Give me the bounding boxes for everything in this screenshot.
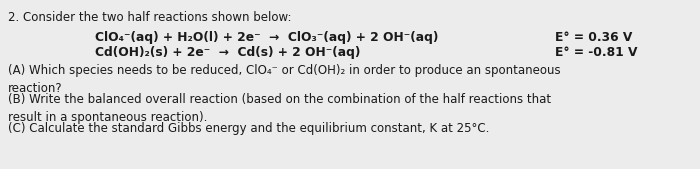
Text: ClO₄⁻(aq) + H₂O(l) + 2e⁻  →  ClO₃⁻(aq) + 2 OH⁻(aq): ClO₄⁻(aq) + H₂O(l) + 2e⁻ → ClO₃⁻(aq) + 2… [95,31,438,44]
Text: (B) Write the balanced overall reaction (based on the combination of the half re: (B) Write the balanced overall reaction … [8,93,551,124]
Text: 2. Consider the two half reactions shown below:: 2. Consider the two half reactions shown… [8,11,291,24]
Text: E° = -0.81 V: E° = -0.81 V [555,46,638,59]
Text: E° = 0.36 V: E° = 0.36 V [555,31,632,44]
Text: (A) Which species needs to be reduced, ClO₄⁻ or Cd(OH)₂ in order to produce an s: (A) Which species needs to be reduced, C… [8,64,561,95]
Text: (C) Calculate the standard Gibbs energy and the equilibrium constant, K at 25°C.: (C) Calculate the standard Gibbs energy … [8,122,489,135]
Text: Cd(OH)₂(s) + 2e⁻  →  Cd(s) + 2 OH⁻(aq): Cd(OH)₂(s) + 2e⁻ → Cd(s) + 2 OH⁻(aq) [95,46,360,59]
